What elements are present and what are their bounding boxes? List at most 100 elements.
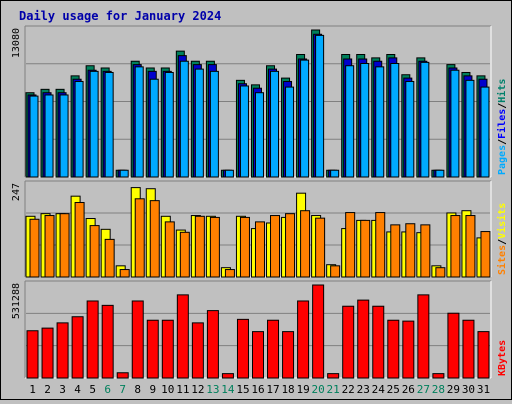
x-tick-label-day-25: 25 [387, 383, 400, 396]
x-tick-label-day-22: 22 [342, 383, 355, 396]
bar-sites-day-16 [254, 221, 265, 278]
legend: Sites/Visits [496, 203, 508, 275]
legend-item: / [497, 139, 508, 145]
bar-kbytes-day-18 [282, 331, 295, 379]
legend-item: Sites [496, 245, 508, 275]
x-tick-label-day-29: 29 [447, 383, 460, 396]
x-tick-label-day-17: 17 [266, 383, 279, 396]
bar-pages-day-19 [300, 59, 310, 178]
x-tick-label-day-2: 2 [44, 383, 51, 396]
bar-pages-day-18 [285, 86, 295, 178]
bar-kbytes-day-14 [221, 373, 234, 379]
bar-sites-day-13 [209, 216, 220, 278]
bar-kbytes-day-9 [146, 319, 159, 379]
bar-sites-day-2 [44, 215, 55, 278]
bar-kbytes-day-16 [252, 331, 264, 379]
bar-sites-day-5 [89, 225, 100, 278]
x-tick-label-day-23: 23 [357, 383, 370, 396]
bar-pages-day-11 [179, 60, 189, 178]
bar-pages-day-24 [375, 66, 385, 178]
bar-sites-day-10 [164, 221, 175, 278]
x-tick-label-day-12: 12 [191, 383, 204, 396]
bar-pages-day-1 [29, 95, 39, 178]
bar-pages-day-4 [74, 80, 84, 178]
bar-pages-day-13 [209, 70, 219, 178]
bar-kbytes-day-29 [447, 312, 460, 379]
x-tick-label-day-1: 1 [29, 383, 36, 396]
legend-item: Visits [496, 203, 508, 239]
bar-kbytes-day-1 [26, 330, 39, 379]
bar-sites-day-8 [134, 198, 145, 278]
bar-sites-day-26 [405, 223, 416, 278]
legend-item: Files [496, 109, 508, 139]
bar-pages-day-21 [330, 169, 340, 178]
bar-kbytes-day-12 [191, 322, 204, 379]
x-tick-label-day-10: 10 [161, 383, 174, 396]
bar-kbytes-day-30 [462, 319, 475, 379]
x-tick-label-day-16: 16 [251, 383, 264, 396]
legend-item: / [497, 239, 508, 245]
bar-sites-day-23 [360, 219, 371, 278]
bar-sites-day-20 [315, 217, 326, 278]
x-tick-label-day-8: 8 [134, 383, 141, 396]
x-tick-label-day-28: 28 [432, 383, 445, 396]
bar-pages-day-2 [44, 94, 54, 178]
bar-pages-day-27 [420, 61, 430, 178]
bar-sites-day-22 [345, 212, 356, 278]
axis-max-label: 531288 [11, 283, 22, 319]
x-tick-label-day-14: 14 [221, 383, 235, 396]
bar-pages-day-10 [164, 71, 174, 178]
x-tick-label-day-21: 21 [327, 383, 340, 396]
bar-sites-day-25 [390, 224, 401, 278]
x-tick-label-day-31: 31 [477, 383, 490, 396]
x-tick-label-day-20: 20 [312, 383, 325, 396]
bar-kbytes-day-3 [56, 322, 69, 379]
bar-sites-day-27 [420, 224, 431, 278]
legend-item: KBytes [497, 340, 508, 376]
chart-title: Daily usage for January 2024 [19, 9, 221, 23]
bar-kbytes-day-22 [342, 305, 355, 379]
bar-kbytes-day-24 [372, 305, 385, 379]
bar-sites-day-24 [375, 212, 386, 278]
bar-pages-day-12 [194, 68, 204, 178]
x-tick-label-day-15: 15 [236, 383, 249, 396]
x-tick-label-day-7: 7 [119, 383, 126, 396]
bar-pages-day-5 [89, 70, 99, 178]
legend-item: Hits [496, 79, 508, 103]
bar-pages-day-26 [405, 80, 415, 178]
bar-pages-day-8 [134, 66, 144, 178]
bar-sites-day-19 [300, 210, 311, 278]
bar-pages-day-20 [315, 34, 325, 178]
bar-kbytes-day-8 [131, 300, 144, 379]
x-tick-label-day-3: 3 [59, 383, 66, 396]
bar-kbytes-day-17 [267, 319, 280, 379]
x-tick-label-day-18: 18 [281, 383, 294, 396]
bar-sites-day-18 [285, 213, 296, 278]
x-tick-label-day-30: 30 [462, 383, 475, 396]
bar-sites-day-6 [104, 238, 115, 278]
x-tick-label-day-5: 5 [89, 383, 96, 396]
bar-kbytes-day-7 [116, 372, 129, 379]
bar-sites-day-3 [59, 213, 70, 278]
bar-pages-day-16 [254, 92, 264, 178]
bar-pages-day-3 [59, 94, 69, 178]
bar-kbytes-day-21 [327, 373, 340, 379]
bar-kbytes-day-25 [387, 319, 400, 379]
bar-pages-day-25 [390, 62, 400, 178]
bar-sites-day-29 [450, 215, 461, 278]
bar-sites-day-28 [435, 267, 446, 278]
bar-sites-day-1 [29, 218, 40, 278]
bar-kbytes-day-2 [41, 327, 54, 379]
bar-sites-day-4 [74, 202, 85, 278]
x-tick-label-day-19: 19 [296, 383, 309, 396]
bar-kbytes-day-31 [477, 331, 490, 379]
bar-kbytes-day-28 [432, 373, 445, 379]
bar-kbytes-day-20 [312, 284, 325, 379]
bar-pages-day-9 [149, 78, 159, 178]
legend: Pages/Files/Hits [496, 79, 508, 175]
x-tick-label-day-27: 27 [417, 383, 430, 396]
bar-sites-day-21 [330, 265, 341, 278]
x-tick-label-day-4: 4 [74, 383, 81, 396]
bar-kbytes-day-10 [161, 319, 174, 379]
